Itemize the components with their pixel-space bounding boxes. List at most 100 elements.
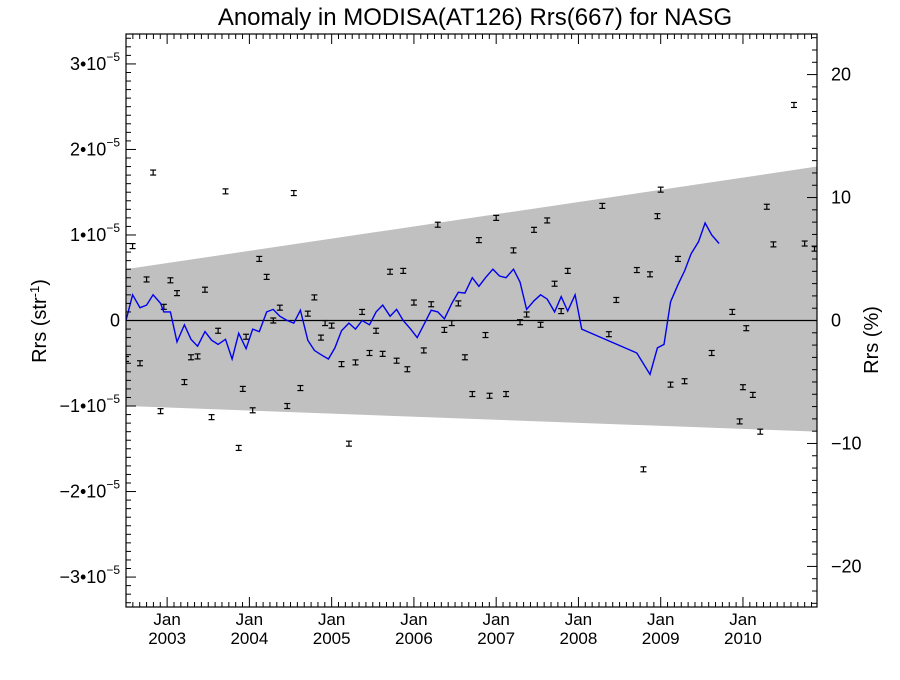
data-point (338, 361, 345, 368)
data-point (749, 391, 756, 399)
data-point (143, 276, 150, 283)
data-point (633, 266, 640, 274)
x-tick-label-year: 2006 (395, 629, 433, 648)
data-point (136, 360, 143, 367)
data-point (482, 331, 489, 339)
data-point (544, 217, 551, 224)
data-point (551, 280, 558, 287)
data-point (420, 347, 427, 354)
data-point (181, 378, 188, 386)
data-point (400, 267, 407, 274)
data-point (393, 357, 400, 364)
data-point (708, 349, 715, 357)
data-point (249, 407, 256, 414)
data-point (276, 304, 283, 311)
x-tick-label-year: 2009 (642, 629, 680, 648)
data-point (681, 378, 688, 385)
y-right-tick-label: 10 (831, 188, 851, 208)
y-left-tick-exponent: −5 (106, 563, 120, 577)
data-point (387, 268, 394, 275)
data-point (640, 466, 647, 473)
data-point (739, 384, 746, 391)
data-point (167, 277, 174, 284)
y-left-tick-exponent: −5 (106, 50, 120, 64)
data-point (215, 327, 222, 334)
y-left-tick-mantissa: 2•10 (70, 139, 106, 159)
y-right-tick-label: 20 (831, 65, 851, 85)
x-tick-label-year: 2010 (724, 629, 762, 648)
data-point (239, 385, 246, 393)
data-point (352, 359, 359, 366)
data-point (770, 241, 777, 248)
data-point (757, 428, 764, 435)
data-point (194, 353, 201, 360)
data-point (160, 303, 167, 310)
data-point (126, 355, 129, 363)
data-point (493, 214, 500, 221)
x-tick-label-year: 2003 (148, 629, 186, 648)
y-left-tick-mantissa: −3•10 (59, 567, 106, 587)
y-left-tick-mantissa: 0 (110, 311, 120, 331)
data-point (531, 226, 538, 233)
y-right-tick-label: −20 (831, 556, 862, 576)
x-tick-label-month: Jan (153, 610, 180, 629)
data-point (763, 203, 770, 210)
data-point (455, 300, 462, 307)
x-tick-label-month: Jan (236, 610, 263, 629)
data-point (404, 366, 411, 373)
plot-area: Jan2003Jan2004Jan2005Jan2006Jan2007Jan20… (59, 33, 862, 648)
x-tick-label-month: Jan (729, 610, 756, 629)
y-right-tick-label: −10 (831, 433, 862, 453)
data-point (311, 294, 318, 301)
x-tick-label-month: Jan (318, 610, 345, 629)
x-tick-label-year: 2004 (230, 629, 268, 648)
y-left-tick-exponent: −5 (106, 221, 120, 235)
data-point (304, 310, 311, 317)
data-point (613, 296, 620, 304)
data-point (359, 308, 366, 316)
x-tick-label-year: 2008 (560, 629, 598, 648)
y-left-tick-exponent: −5 (106, 135, 120, 149)
x-tick-label-year: 2005 (313, 629, 351, 648)
data-point (469, 390, 476, 398)
data-point (667, 381, 674, 388)
y-left-tick-label: 2•10−5 (70, 135, 120, 159)
data-point (129, 242, 136, 250)
data-point (290, 189, 297, 197)
data-point (208, 414, 215, 421)
x-tick-label-month: Jan (482, 610, 509, 629)
data-point (801, 240, 808, 247)
data-point (256, 255, 263, 263)
data-point (654, 213, 661, 220)
data-point (599, 202, 606, 209)
data-point (379, 350, 386, 357)
data-point (736, 418, 743, 425)
y-axis-left-label: Rrs (str-1) (27, 279, 51, 363)
data-point (428, 301, 435, 308)
y-left-tick-mantissa: 3•10 (70, 54, 106, 74)
x-tick-label-month: Jan (647, 610, 674, 629)
y-left-tick-label: 3•10−5 (70, 50, 120, 74)
y-axis-left-label-close: ) (29, 279, 51, 286)
data-point (441, 326, 448, 334)
y-left-tick-mantissa: −2•10 (59, 482, 106, 502)
data-point (486, 392, 493, 399)
y-left-tick-label: −1•10−5 (59, 392, 120, 416)
data-point (523, 311, 530, 318)
data-point (222, 188, 229, 195)
y-left-tick-exponent: −5 (106, 478, 120, 492)
data-point (564, 267, 571, 274)
plot-inner (126, 101, 817, 473)
data-point (284, 402, 291, 410)
data-point (537, 321, 544, 328)
data-point (150, 169, 157, 176)
data-point (263, 273, 270, 280)
y-left-tick-exponent: −5 (106, 392, 120, 406)
y-left-tick-mantissa: −1•10 (59, 396, 106, 416)
data-point (434, 221, 441, 228)
y-left-tick-label: 1•10−5 (70, 221, 120, 245)
data-point (317, 334, 324, 341)
data-point (328, 322, 335, 329)
